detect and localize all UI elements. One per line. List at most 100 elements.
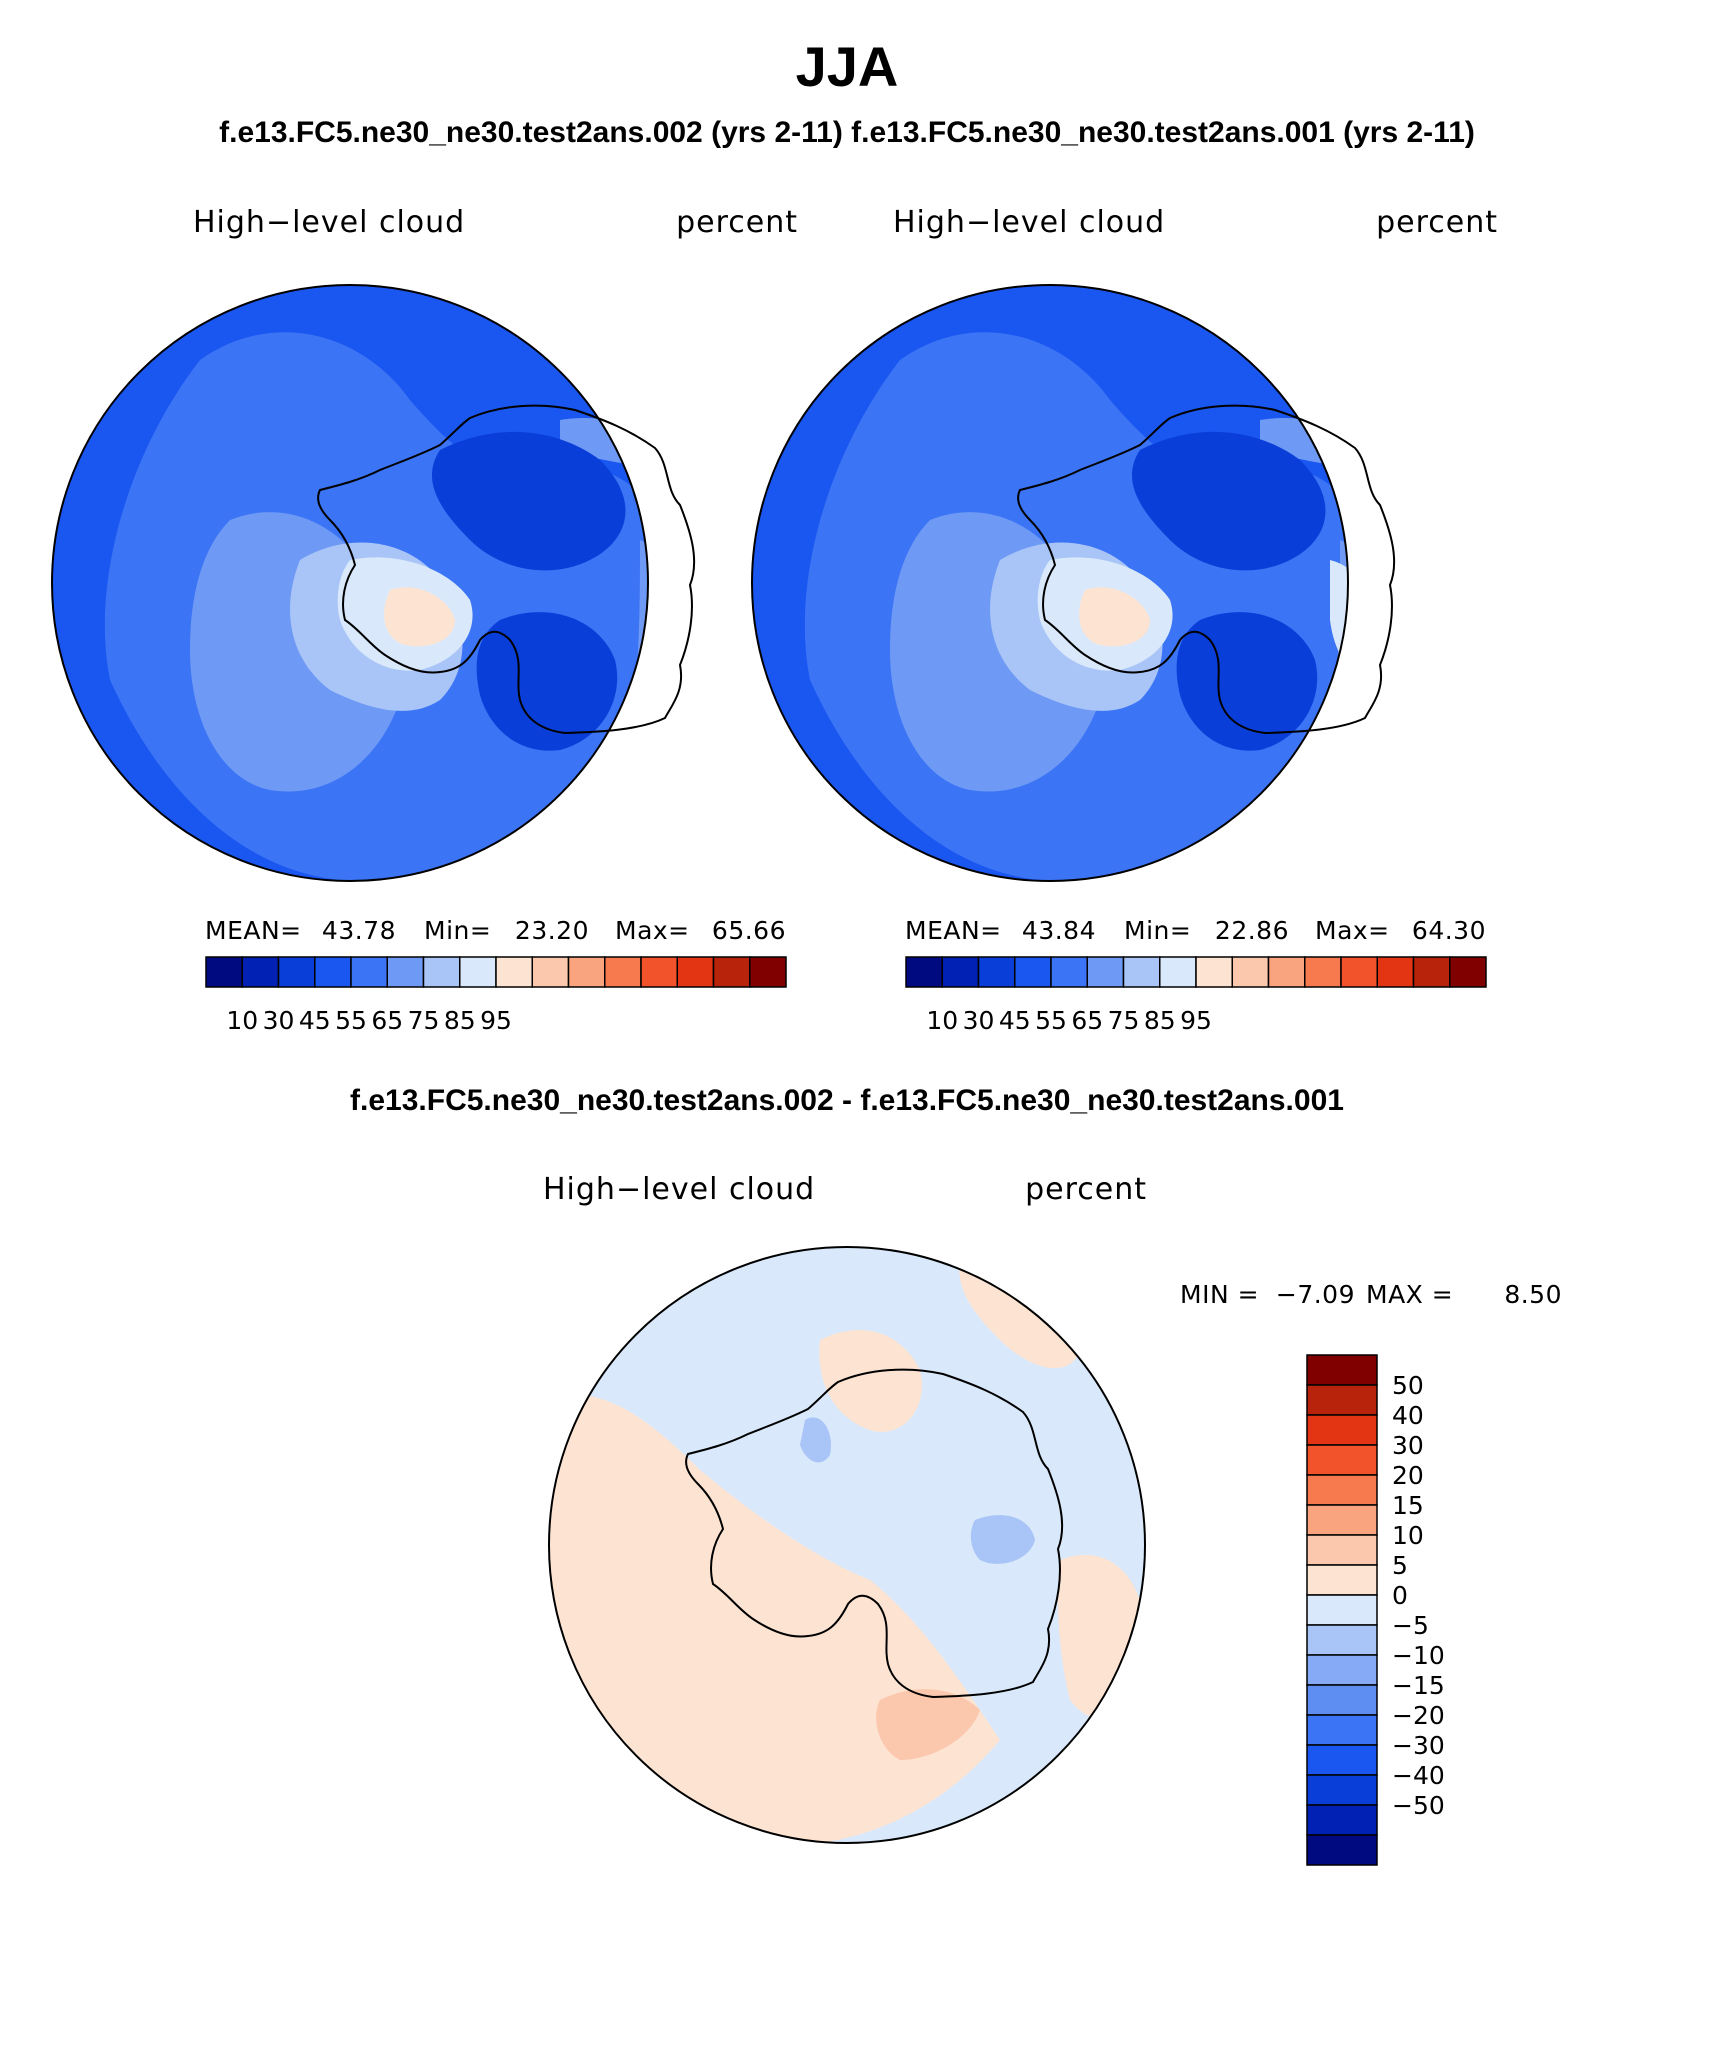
colorbar-b-tick-label: 95 — [1180, 1006, 1212, 1035]
colorbar-b-swatch — [1195, 956, 1233, 988]
colorbar-a-tick-label: 30 — [263, 1006, 295, 1035]
map-a-contour-fill — [52, 285, 648, 881]
panel-a-min-value: 23.20 — [515, 916, 589, 945]
colorbar-c-tick-label: −50 — [1392, 1791, 1445, 1820]
colorbar-b-tick-label: 10 — [926, 1006, 958, 1035]
colorbar-a-swatch — [604, 956, 642, 988]
colorbar-b-swatch — [1086, 956, 1125, 988]
colorbar-a-swatch — [567, 956, 606, 988]
map-b-contour-fill — [752, 285, 1348, 881]
colorbar-b-swatch — [1340, 956, 1378, 988]
panel-a-mean-value: 43.78 — [322, 916, 396, 945]
colorbar-b-swatch — [905, 956, 943, 988]
map-panel-b — [751, 284, 1396, 882]
panel-b-units-label: percent — [1376, 205, 1498, 240]
colorbar-b-tick-label: 75 — [1108, 1006, 1140, 1035]
panel-c-variable-label: High−level cloud — [543, 1172, 815, 1207]
season-title: JJA — [796, 35, 899, 98]
panel-c-min-label: MIN = — [1180, 1280, 1259, 1309]
colorbar-b: 10 30 45 55 65 75 85 95 — [905, 956, 1487, 1035]
colorbar-c-swatch — [1306, 1624, 1378, 1656]
colorbar-c-swatch — [1306, 1684, 1378, 1716]
colorbar-a-swatch — [205, 956, 243, 988]
panel-b-mean-value: 43.84 — [1022, 916, 1096, 945]
colorbar-a-tick-label: 95 — [480, 1006, 512, 1035]
panel-b-variable-label: High−level cloud — [893, 205, 1165, 240]
colorbar-c-tick-label: 50 — [1392, 1371, 1424, 1400]
colorbar-b-tick-label: 65 — [1071, 1006, 1103, 1035]
colorbar-c-tick-label: 40 — [1392, 1401, 1424, 1430]
colorbar-c-tick-label: 5 — [1392, 1551, 1408, 1580]
colorbar-c-tick-label: −30 — [1392, 1731, 1445, 1760]
colorbar-c-tick-label: −15 — [1392, 1671, 1445, 1700]
colorbar-c-tick-label: −10 — [1392, 1641, 1445, 1670]
colorbar-a-swatch — [422, 956, 461, 988]
panel-c-max-label: MAX = — [1366, 1280, 1453, 1309]
colorbar-c-swatch — [1306, 1744, 1378, 1776]
colorbar-c-tick-label: 30 — [1392, 1431, 1424, 1460]
colorbar-c-swatch — [1306, 1804, 1378, 1836]
colorbar-b-swatch — [1304, 956, 1342, 988]
panel-a-mean-label: MEAN= — [205, 916, 302, 945]
diff-subtitle: f.e13.FC5.ne30_ne30.test2ans.002 - f.e13… — [350, 1084, 1344, 1117]
panel-c-units-label: percent — [1025, 1172, 1147, 1207]
colorbar-c-swatch — [1306, 1414, 1378, 1446]
map-panel-a — [51, 284, 696, 882]
map-b-border — [751, 284, 1349, 882]
coastline-b — [1017, 404, 1396, 735]
colorbar-a-tick-label: 75 — [408, 1006, 440, 1035]
colorbar-a-tick-label: 85 — [444, 1006, 476, 1035]
map-c-contour-fill — [549, 1247, 1145, 1843]
colorbar-c-swatch — [1306, 1384, 1378, 1416]
colorbar-a-tick-label: 65 — [371, 1006, 403, 1035]
colorbar-c-swatch — [1306, 1444, 1378, 1476]
colorbar-a-swatch — [314, 956, 352, 988]
colorbar-c-swatch — [1306, 1834, 1378, 1866]
top-subtitle: f.e13.FC5.ne30_ne30.test2ans.002 (yrs 2-… — [219, 116, 1475, 149]
panel-a-max-label: Max= — [615, 916, 690, 945]
colorbar-c-tick-label: 20 — [1392, 1461, 1424, 1490]
colorbar-a-tick-label: 10 — [226, 1006, 258, 1035]
colorbar-a: 10 30 45 55 65 75 85 95 — [205, 956, 787, 1035]
colorbar-b-swatch — [1159, 956, 1197, 988]
colorbar-c-tick-label: 0 — [1392, 1581, 1408, 1610]
colorbar-b-swatch — [1231, 956, 1270, 988]
colorbar-a-swatch — [640, 956, 678, 988]
colorbar-c-tick-label: −5 — [1392, 1611, 1429, 1640]
panel-c-min-value: −7.09 — [1276, 1280, 1355, 1309]
panel-a-max-value: 65.66 — [712, 916, 786, 945]
colorbar-b-swatch — [1122, 956, 1161, 988]
panel-a-min-label: Min= — [424, 916, 491, 945]
panel-c-max-value: 8.50 — [1504, 1280, 1562, 1309]
colorbar-c-tick-label: −40 — [1392, 1761, 1445, 1790]
colorbar-a-swatch — [531, 956, 570, 988]
coastline-a — [317, 404, 696, 735]
colorbar-c-swatch — [1306, 1504, 1378, 1536]
colorbar-c-swatch — [1306, 1474, 1378, 1506]
colorbar-c-tick-label: 15 — [1392, 1491, 1424, 1520]
panel-b-min-value: 22.86 — [1215, 916, 1289, 945]
colorbar-b-tick-label: 55 — [1035, 1006, 1067, 1035]
colorbar-c-swatch — [1306, 1594, 1378, 1626]
colorbar-b-tick-label: 30 — [963, 1006, 995, 1035]
panel-b-max-value: 64.30 — [1412, 916, 1486, 945]
colorbar-a-swatch — [277, 956, 316, 988]
colorbar-c-swatch — [1306, 1774, 1378, 1806]
panel-a-units-label: percent — [676, 205, 798, 240]
colorbar-a-swatch — [495, 956, 533, 988]
panel-b-max-label: Max= — [1315, 916, 1390, 945]
colorbar-a-swatch — [350, 956, 388, 988]
colorbar-b-swatch — [1050, 956, 1088, 988]
colorbar-c-swatch — [1306, 1654, 1378, 1686]
colorbar-b-swatch — [941, 956, 980, 988]
colorbar-b-swatch — [977, 956, 1016, 988]
colorbar-a-swatch — [241, 956, 280, 988]
colorbar-a-swatch — [749, 956, 787, 988]
colorbar-b-swatch — [1449, 956, 1487, 988]
colorbar-c-swatch — [1306, 1714, 1378, 1746]
colorbar-c-tick-label: −20 — [1392, 1701, 1445, 1730]
colorbar-c-swatch — [1306, 1354, 1378, 1386]
map-c-border — [548, 1246, 1146, 1844]
